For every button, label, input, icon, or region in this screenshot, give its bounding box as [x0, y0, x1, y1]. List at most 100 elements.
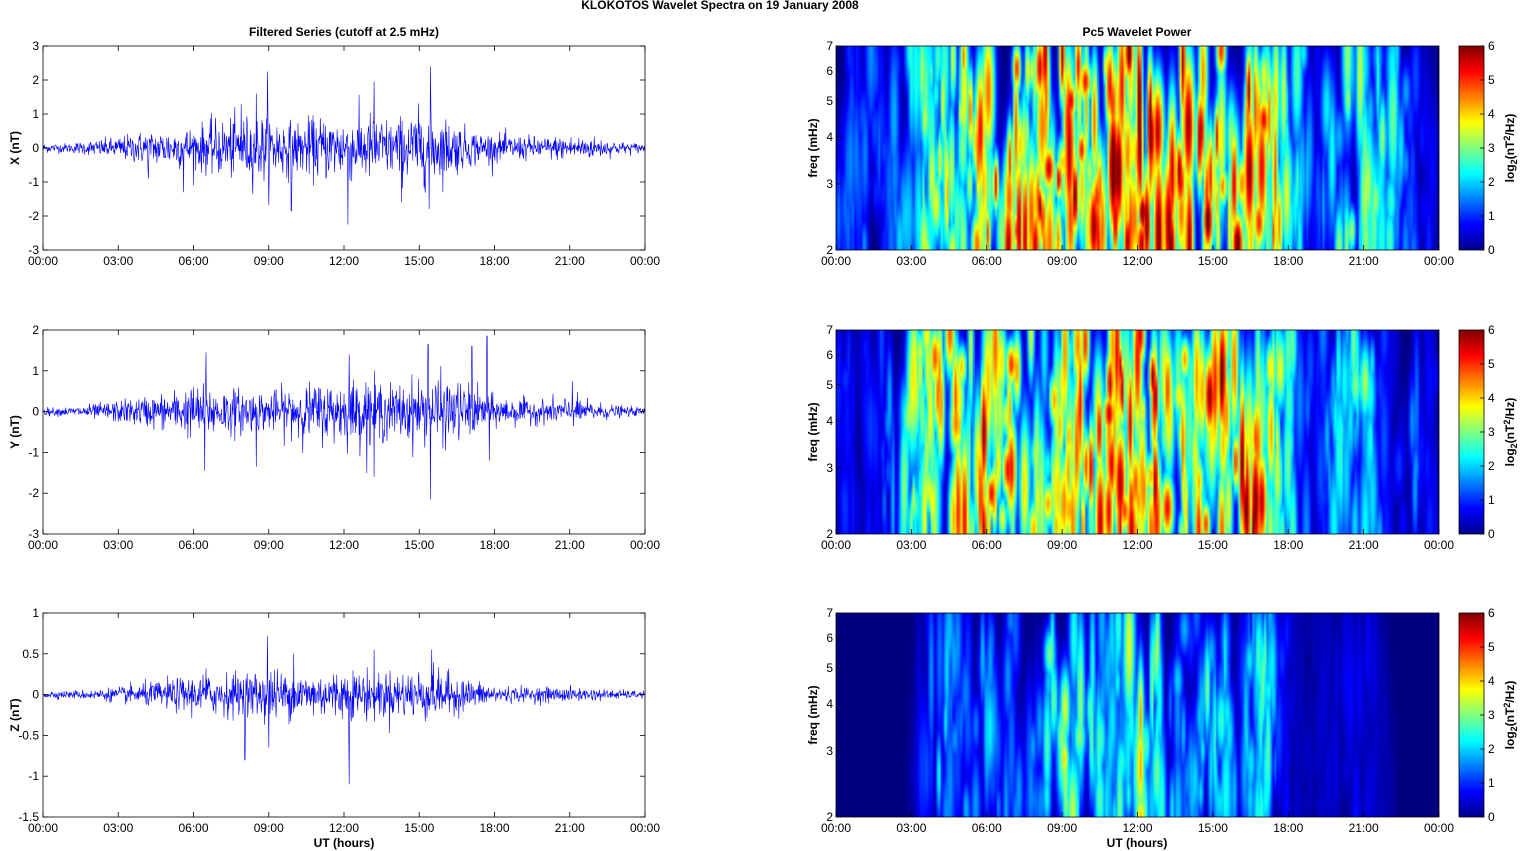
x-tick-label: 18:00	[1273, 538, 1303, 552]
left-column-title: Filtered Series (cutoff at 2.5 mHz)	[249, 25, 439, 39]
x-tick-label: 09:00	[254, 538, 284, 552]
colorbar-tick-label: 4	[1488, 391, 1495, 405]
y-tick-label: 2	[32, 323, 39, 337]
wavelet-power-image	[836, 330, 1439, 534]
x-tick-label: 21:00	[555, 538, 585, 552]
x-tick-label: 06:00	[178, 538, 208, 552]
y-tick-label: 3	[826, 177, 833, 191]
y-axis-label: freq (mHz)	[806, 402, 820, 461]
colorbar-tick-label: 3	[1488, 708, 1495, 722]
y-tick-label: 4	[826, 414, 833, 428]
x-tick-label: 09:00	[1047, 821, 1077, 835]
y-tick-label: -2	[28, 209, 39, 223]
x-tick-label: 00:00	[630, 254, 660, 268]
y-tick-label: 1	[32, 107, 39, 121]
colorbar-tick-label: 6	[1488, 323, 1495, 337]
y-tick-label: 3	[32, 39, 39, 53]
series-line-z	[42, 635, 646, 785]
y-tick-label: -1	[28, 445, 39, 459]
colorbar-tick-label: 2	[1488, 459, 1495, 473]
x-tick-label: 12:00	[1122, 538, 1152, 552]
y-tick-label: 5	[826, 661, 833, 675]
x-tick-label: 21:00	[555, 254, 585, 268]
x-tick-label: 00:00	[821, 254, 851, 268]
y-axis-label: Y (nT)	[8, 415, 22, 449]
y-tick-label: 4	[826, 130, 833, 144]
colorbar-tick-label: 5	[1488, 640, 1495, 654]
y-tick-label: 1	[32, 364, 39, 378]
colorbar	[1458, 329, 1485, 535]
colorbar-tick-label: 1	[1488, 493, 1495, 507]
colorbar-tick-label: 6	[1488, 39, 1495, 53]
colorbar-tick-label: 0	[1488, 243, 1495, 257]
y-tick-label: 2	[32, 73, 39, 87]
y-tick-label: 5	[826, 94, 833, 108]
panels: -3 -2 -1 0 1 2 3 00:00 03:00 06:00 09:00 12:00 15:00…	[8, 39, 1519, 835]
y-tick-label: 7	[826, 323, 833, 337]
spectrum-panel-2: 2 3 4 5 6 7 00:00 03:00 06:00 09:00 12:00 15:00 18:0…	[806, 323, 1519, 552]
x-tick-label: 00:00	[28, 538, 58, 552]
x-tick-label: 00:00	[1424, 538, 1454, 552]
y-tick-label: 0	[32, 141, 39, 155]
x-tick-label: 00:00	[28, 254, 58, 268]
colorbar-tick-label: 0	[1488, 810, 1495, 824]
x-tick-label: 21:00	[1349, 538, 1379, 552]
colorbar	[1458, 45, 1485, 251]
x-tick-label: 00:00	[821, 821, 851, 835]
colorbar-tick-label: 5	[1488, 357, 1495, 371]
x-tick-label: 09:00	[254, 254, 284, 268]
y-tick-label: 7	[826, 39, 833, 53]
x-tick-label: 06:00	[972, 821, 1002, 835]
y-tick-label: -3	[28, 243, 39, 257]
x-tick-label: 21:00	[555, 821, 585, 835]
y-axis-label: freq (mHz)	[806, 685, 820, 744]
x-tick-label: 03:00	[896, 821, 926, 835]
series-panel-x: -3 -2 -1 0 1 2 3 00:00 03:00 06:00 09:00 12:00 15:00…	[8, 39, 660, 268]
wavelet-power-image	[836, 46, 1439, 250]
x-tick-label: 12:00	[329, 821, 359, 835]
x-tick-label: 21:00	[1349, 821, 1379, 835]
colorbar-tick-label: 2	[1488, 175, 1495, 189]
x-tick-label: 00:00	[630, 821, 660, 835]
colorbar-tick-label: 1	[1488, 776, 1495, 790]
y-tick-label: 1	[32, 606, 39, 620]
x-tick-label: 09:00	[254, 821, 284, 835]
y-tick-label: 2	[826, 243, 833, 257]
x-tick-label: 21:00	[1349, 254, 1379, 268]
y-tick-label: -1	[28, 175, 39, 189]
x-tick-label: 06:00	[178, 254, 208, 268]
y-tick-label: 3	[826, 744, 833, 758]
x-tick-label: 15:00	[1198, 254, 1228, 268]
x-axis-label-right: UT (hours)	[1107, 836, 1168, 850]
x-tick-label: 15:00	[404, 538, 434, 552]
colorbar-tick-label: 0	[1488, 527, 1495, 541]
x-tick-label: 03:00	[103, 254, 133, 268]
y-tick-label: -1.5	[18, 810, 39, 824]
y-tick-label: 0	[32, 405, 39, 419]
wavelet-power-image	[836, 613, 1439, 817]
spectrum-panel-1: 2 3 4 5 6 7 00:00 03:00 06:00 09:00 12:00 15:00 18:0…	[806, 39, 1519, 268]
y-tick-label: 6	[826, 64, 833, 78]
series-panel-y: -3 -2 -1 0 1 2 00:00 03:00 06:00 09:00 12:00 15:00 1…	[8, 323, 660, 552]
series-panel-z: -1.5 -1 -0.5 0 0.5 1 00:00 03:00 06:00 09:00 12:00…	[8, 606, 660, 835]
colorbar-tick-label: 6	[1488, 606, 1495, 620]
x-tick-label: 09:00	[1047, 538, 1077, 552]
x-tick-label: 03:00	[896, 254, 926, 268]
plot-area	[43, 613, 645, 817]
y-tick-label: 3	[826, 461, 833, 475]
y-tick-label: -0.5	[18, 728, 39, 742]
x-tick-label: 06:00	[972, 538, 1002, 552]
colorbar-label: log2(nT2/Hz)	[1502, 398, 1519, 467]
x-tick-label: 12:00	[1122, 254, 1152, 268]
x-tick-label: 18:00	[479, 821, 509, 835]
x-tick-label: 18:00	[1273, 254, 1303, 268]
x-tick-label: 00:00	[1424, 254, 1454, 268]
x-tick-label: 12:00	[329, 538, 359, 552]
x-axis-label-left: UT (hours)	[314, 836, 375, 850]
y-tick-label: 2	[826, 810, 833, 824]
colorbar-tick-label: 4	[1488, 107, 1495, 121]
x-tick-label: 06:00	[972, 254, 1002, 268]
spectrum-panel-3: 2 3 4 5 6 7 00:00 03:00 06:00 09:00 12:00 15:00 18:0…	[806, 606, 1519, 835]
x-tick-label: 00:00	[28, 821, 58, 835]
